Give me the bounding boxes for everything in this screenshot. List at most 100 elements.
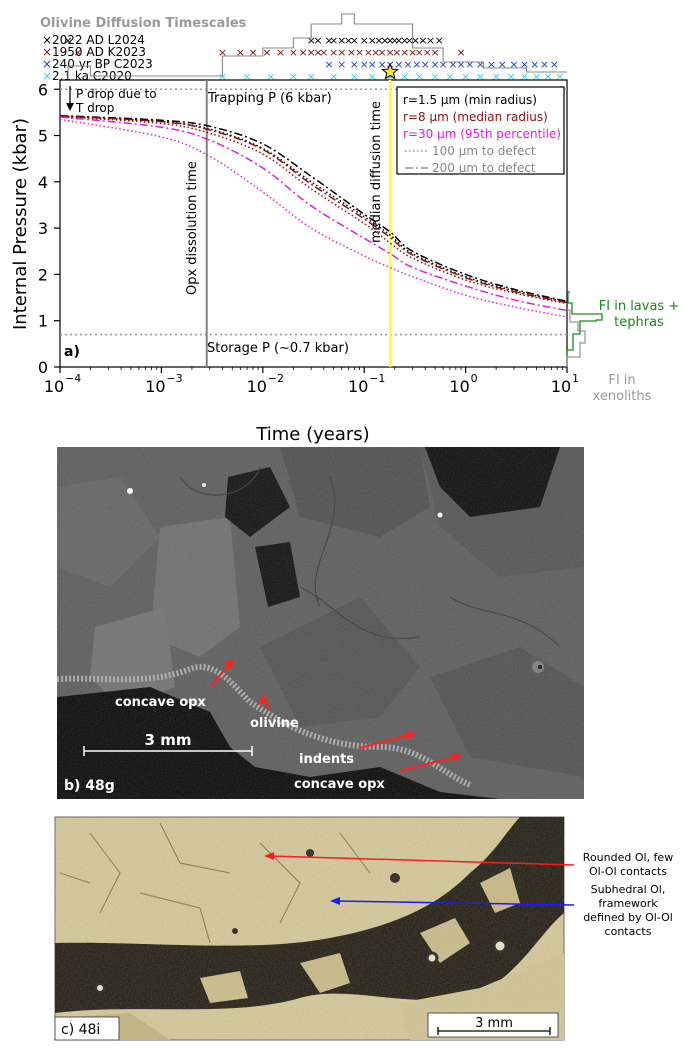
timescale-marker: × [461, 70, 470, 83]
curve-3 [60, 115, 567, 304]
timescale-marker: × [400, 34, 409, 47]
x-tick-exponent: 0 [471, 372, 478, 385]
x-tick-exponent: 1 [572, 372, 579, 385]
reflected-scalebar: 3 mm [427, 1012, 559, 1038]
timescale-marker: × [289, 46, 298, 59]
timescale-marker: × [355, 46, 364, 59]
panel-a-label: a) [64, 344, 80, 360]
timescale-marker: × [445, 70, 454, 83]
timescale-marker: × [476, 70, 485, 83]
timescale-row-label: 1950 AD K2023 [52, 45, 146, 59]
legend-entry: 200 μm to defect [432, 161, 536, 175]
curve-1 [60, 114, 567, 302]
timescale-marker: × [360, 34, 369, 47]
timescale-marker: × [532, 70, 541, 83]
y-tick-label: 5 [38, 127, 48, 146]
bse-image-panel: concave opx olivine indents concave opx … [56, 447, 584, 799]
x-axis-label: Time (years) [255, 424, 369, 445]
bse-scalebar: 3 mm [83, 731, 253, 756]
reflected-light-panel: Rounded Ol, few Ol-Ol contacts Subhedral… [54, 816, 673, 1041]
timescale-markers: × ×× ××××× ×××××××××××× ×× × × × × × × ×××× ×× ×× ××××… [63, 34, 564, 83]
label-rounded-1: Rounded Ol, few [583, 851, 673, 864]
timescale-marker: × [218, 46, 227, 59]
timescale-marker: × [350, 34, 359, 47]
x-tick-label: 10 [449, 377, 469, 396]
x-tick-exponent: −2 [268, 372, 284, 385]
timescale-marker: × [476, 58, 485, 71]
timescale-marker: × [394, 58, 403, 71]
pdrop-arrow-icon [66, 86, 74, 111]
timescale-marker: × [438, 58, 447, 71]
timescale-marker: × [385, 34, 394, 47]
label-subhedral-4: contacts [605, 925, 652, 938]
timescale-marker: × [408, 46, 417, 59]
timescale-marker: × [509, 58, 518, 71]
timescale-marker: × [313, 34, 322, 47]
timescale-marker: × [415, 70, 424, 83]
label-rounded-2: Ol-Ol contacts [589, 865, 667, 878]
grey-hist-label-1: FI in [608, 373, 635, 388]
timescale-marker: × [400, 70, 409, 83]
timescale-marker: × [487, 58, 496, 71]
timescale-marker: × [329, 70, 338, 83]
timescale-row-label: 240 yr BP C2023 [52, 57, 153, 71]
timescale-marker: × [380, 34, 389, 47]
timescale-marker: × [262, 46, 271, 59]
timescale-marker: × [430, 70, 439, 83]
svg-text:3 mm: 3 mm [145, 731, 192, 749]
timescale-marker: × [390, 34, 399, 47]
timescale-marker: × [543, 70, 552, 83]
timescale-marker: × [344, 34, 353, 47]
green-hist-label-2: tephras [614, 315, 664, 330]
timescale-marker: × [350, 58, 359, 71]
pdrop-annotation-line1: P drop due to [76, 87, 157, 101]
cross-marker-icon: × [42, 57, 52, 71]
timescale-marker: × [456, 46, 465, 59]
label-subhedral-3: defined by Ol-Ol [583, 911, 673, 924]
timescale-marker: × [337, 46, 346, 59]
panel-c-label: c) 48i [61, 1022, 100, 1038]
timescale-marker: × [435, 34, 444, 47]
timescale-marker: × [350, 70, 359, 83]
legend-entry: r=1.5 μm (min radius) [403, 93, 537, 107]
timescale-marker: × [400, 46, 409, 59]
timescale-marker: × [371, 46, 380, 59]
reference-lines [60, 80, 567, 367]
timescale-marker: × [63, 34, 72, 47]
timescale-marker: × [418, 34, 427, 47]
fi-histograms: FI in lavas + tephras FI in xenoliths [566, 291, 679, 404]
label-subhedral-2: framework [598, 897, 658, 910]
timescale-marker: × [368, 70, 377, 83]
x-tick-exponent: −3 [166, 372, 182, 385]
timescale-marker: × [73, 46, 82, 59]
timescale-marker: × [448, 58, 457, 71]
opx-annotation: Opx dissolution time [185, 161, 200, 295]
timescale-marker: × [385, 70, 394, 83]
timescale-marker: × [423, 46, 432, 59]
curve-2 [60, 115, 567, 305]
bse-annotations: concave opx olivine indents concave opx [115, 658, 463, 792]
timescale-marker: × [266, 70, 275, 83]
timescale-marker: × [337, 58, 346, 71]
grey-hist-label-2: xenoliths [593, 389, 652, 404]
curve-legend: r=1.5 μm (min radius) r=8 μm (median radi… [396, 86, 565, 175]
x-tick-label: 10 [247, 377, 267, 396]
pdrop-annotation-line2: T drop [75, 101, 114, 115]
y-tick-label: 3 [38, 219, 48, 238]
y-tick-label: 0 [38, 358, 48, 377]
x-tick-exponent: −4 [65, 372, 81, 385]
timescale-marker: × [313, 46, 322, 59]
timescale-marker: × [540, 58, 549, 71]
timescale-marker: × [329, 46, 338, 59]
timescale-marker: × [498, 58, 507, 71]
median-annotation: median diffusion time [369, 101, 384, 243]
timescale-marker: × [412, 58, 421, 71]
label-concave-opx-1: concave opx [115, 695, 206, 710]
timescale-marker: × [421, 58, 430, 71]
timescale-marker: × [374, 34, 383, 47]
x-tick-label: 10 [145, 377, 165, 396]
timescale-marker: × [329, 34, 338, 47]
timescale-marker: × [242, 70, 251, 83]
timescale-marker: × [430, 46, 439, 59]
timescale-marker: × [377, 58, 386, 71]
